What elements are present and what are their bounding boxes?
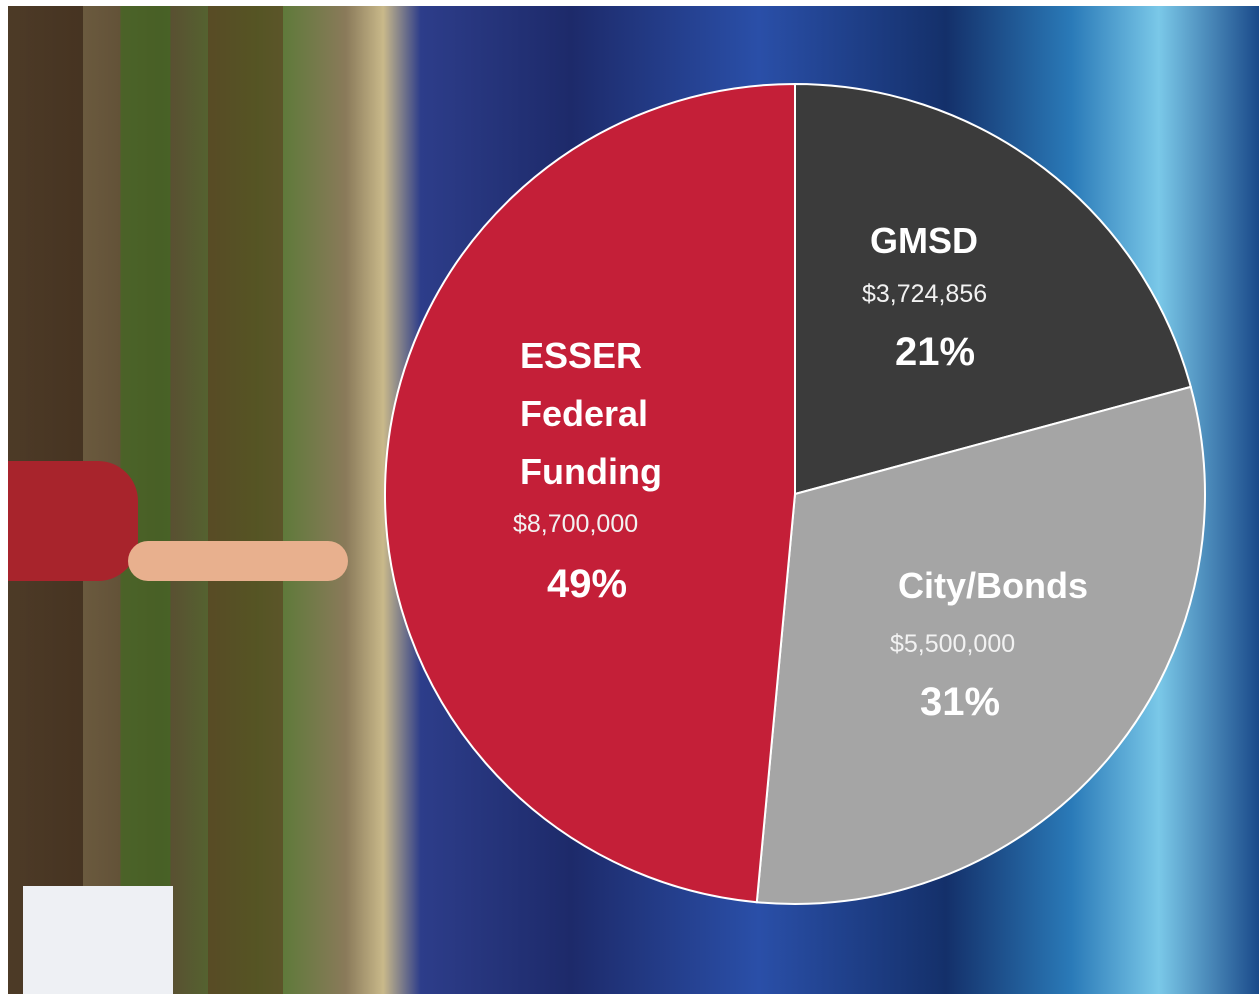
pie-slice: [794, 82, 1192, 496]
slice-label: City/Bonds: [898, 565, 1089, 606]
amount-label: $5,500,000: [890, 630, 1016, 658]
slice-label: GMSD: [870, 220, 978, 261]
pie-slice: [755, 385, 1206, 905]
arm-sleeve: [8, 461, 138, 581]
value-label: 49%: [547, 562, 628, 606]
amount-label: $8,700,000: [513, 510, 639, 538]
pie-slice: [384, 82, 796, 904]
value-label: 31%: [920, 680, 1001, 724]
hand: [128, 541, 348, 581]
value-label: 21%: [895, 330, 976, 374]
amount-label: $3,724,856: [862, 280, 988, 308]
sign: [23, 886, 173, 994]
slice-label: ESSER Federal Funding: [520, 335, 662, 492]
